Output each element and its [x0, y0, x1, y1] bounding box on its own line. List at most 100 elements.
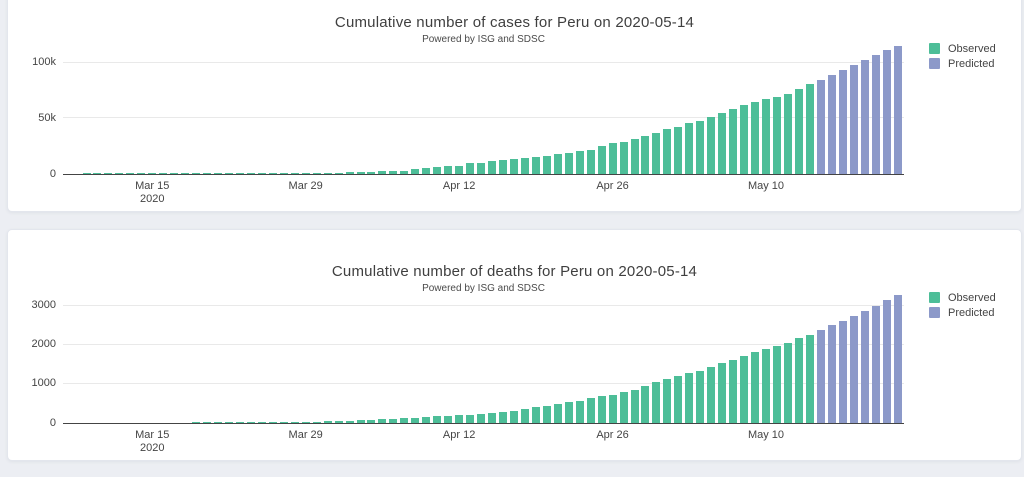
bar-observed[interactable]: [608, 143, 617, 174]
bar-observed[interactable]: [630, 139, 639, 174]
bar-observed[interactable]: [224, 173, 233, 174]
bar-observed[interactable]: [509, 411, 518, 423]
bar-observed[interactable]: [356, 172, 365, 174]
bar-predicted[interactable]: [882, 300, 891, 423]
bar-observed[interactable]: [268, 422, 277, 423]
bar-observed[interactable]: [455, 166, 464, 174]
bar-observed[interactable]: [619, 392, 628, 423]
bar-observed[interactable]: [531, 407, 540, 423]
bar-predicted[interactable]: [849, 65, 858, 174]
bar-predicted[interactable]: [893, 295, 902, 423]
bar-observed[interactable]: [707, 117, 716, 174]
bar-observed[interactable]: [477, 163, 486, 174]
bar-observed[interactable]: [214, 173, 223, 174]
bar-observed[interactable]: [268, 173, 277, 174]
bar-observed[interactable]: [729, 109, 738, 174]
bar-observed[interactable]: [235, 173, 244, 174]
bar-observed[interactable]: [334, 173, 343, 174]
bar-observed[interactable]: [729, 360, 738, 423]
legend-item-observed[interactable]: Observed: [929, 41, 996, 56]
bar-observed[interactable]: [224, 422, 233, 423]
bar-observed[interactable]: [641, 136, 650, 174]
bar-observed[interactable]: [466, 163, 475, 174]
bar-observed[interactable]: [290, 173, 299, 174]
bar-observed[interactable]: [783, 343, 792, 423]
bar-observed[interactable]: [455, 415, 464, 423]
bar-observed[interactable]: [389, 419, 398, 423]
bar-observed[interactable]: [345, 172, 354, 174]
bar-observed[interactable]: [367, 172, 376, 174]
bar-observed[interactable]: [663, 129, 672, 174]
bar-observed[interactable]: [235, 422, 244, 423]
bar-predicted[interactable]: [838, 70, 847, 174]
bar-observed[interactable]: [203, 422, 212, 423]
bar-observed[interactable]: [334, 421, 343, 423]
bar-predicted[interactable]: [893, 46, 902, 174]
bar-observed[interactable]: [444, 166, 453, 174]
bar-observed[interactable]: [323, 421, 332, 423]
bar-observed[interactable]: [575, 151, 584, 174]
bar-observed[interactable]: [345, 421, 354, 423]
bar-observed[interactable]: [762, 99, 771, 174]
bar-observed[interactable]: [597, 396, 606, 423]
bar-observed[interactable]: [783, 94, 792, 174]
bar-observed[interactable]: [805, 335, 814, 423]
bar-observed[interactable]: [422, 417, 431, 423]
bar-observed[interactable]: [564, 153, 573, 174]
bar-observed[interactable]: [159, 173, 168, 174]
bar-predicted[interactable]: [849, 316, 858, 423]
bar-observed[interactable]: [751, 102, 760, 174]
bar-observed[interactable]: [126, 173, 135, 174]
bar-observed[interactable]: [104, 173, 113, 174]
bar-observed[interactable]: [477, 414, 486, 423]
bar-observed[interactable]: [170, 173, 179, 174]
bar-observed[interactable]: [509, 159, 518, 174]
bar-observed[interactable]: [564, 402, 573, 423]
bar-observed[interactable]: [192, 422, 201, 423]
bar-observed[interactable]: [762, 349, 771, 423]
bar-observed[interactable]: [93, 173, 102, 174]
bar-observed[interactable]: [663, 379, 672, 423]
bar-observed[interactable]: [192, 173, 201, 174]
bar-observed[interactable]: [641, 386, 650, 423]
bar-observed[interactable]: [433, 167, 442, 174]
bar-observed[interactable]: [214, 422, 223, 423]
bar-observed[interactable]: [378, 419, 387, 423]
bar-observed[interactable]: [553, 404, 562, 423]
bar-observed[interactable]: [290, 422, 299, 423]
bar-observed[interactable]: [531, 157, 540, 174]
bar-predicted[interactable]: [827, 325, 836, 423]
bar-observed[interactable]: [246, 173, 255, 174]
bar-observed[interactable]: [794, 89, 803, 174]
bar-observed[interactable]: [301, 422, 310, 423]
bar-observed[interactable]: [312, 173, 321, 174]
bar-observed[interactable]: [433, 416, 442, 423]
bar-observed[interactable]: [378, 171, 387, 174]
legend-item-predicted[interactable]: Predicted: [929, 305, 996, 320]
bar-observed[interactable]: [367, 420, 376, 423]
bar-observed[interactable]: [718, 113, 727, 174]
bar-observed[interactable]: [740, 105, 749, 174]
bar-predicted[interactable]: [871, 306, 880, 423]
bar-observed[interactable]: [181, 173, 190, 174]
bar-observed[interactable]: [586, 398, 595, 423]
bar-observed[interactable]: [279, 173, 288, 174]
bar-observed[interactable]: [696, 121, 705, 174]
bar-observed[interactable]: [619, 142, 628, 174]
bar-observed[interactable]: [444, 416, 453, 423]
bar-observed[interactable]: [498, 160, 507, 174]
bar-observed[interactable]: [652, 382, 661, 423]
bar-predicted[interactable]: [827, 75, 836, 174]
bar-observed[interactable]: [751, 352, 760, 423]
bar-observed[interactable]: [685, 373, 694, 423]
bar-observed[interactable]: [82, 173, 91, 174]
bar-observed[interactable]: [772, 346, 781, 423]
bar-observed[interactable]: [542, 156, 551, 174]
bar-observed[interactable]: [597, 146, 606, 174]
bar-predicted[interactable]: [871, 55, 880, 174]
bar-predicted[interactable]: [860, 60, 869, 174]
bar-observed[interactable]: [312, 422, 321, 423]
bar-observed[interactable]: [301, 173, 310, 174]
bar-observed[interactable]: [696, 371, 705, 423]
bar-observed[interactable]: [422, 168, 431, 174]
